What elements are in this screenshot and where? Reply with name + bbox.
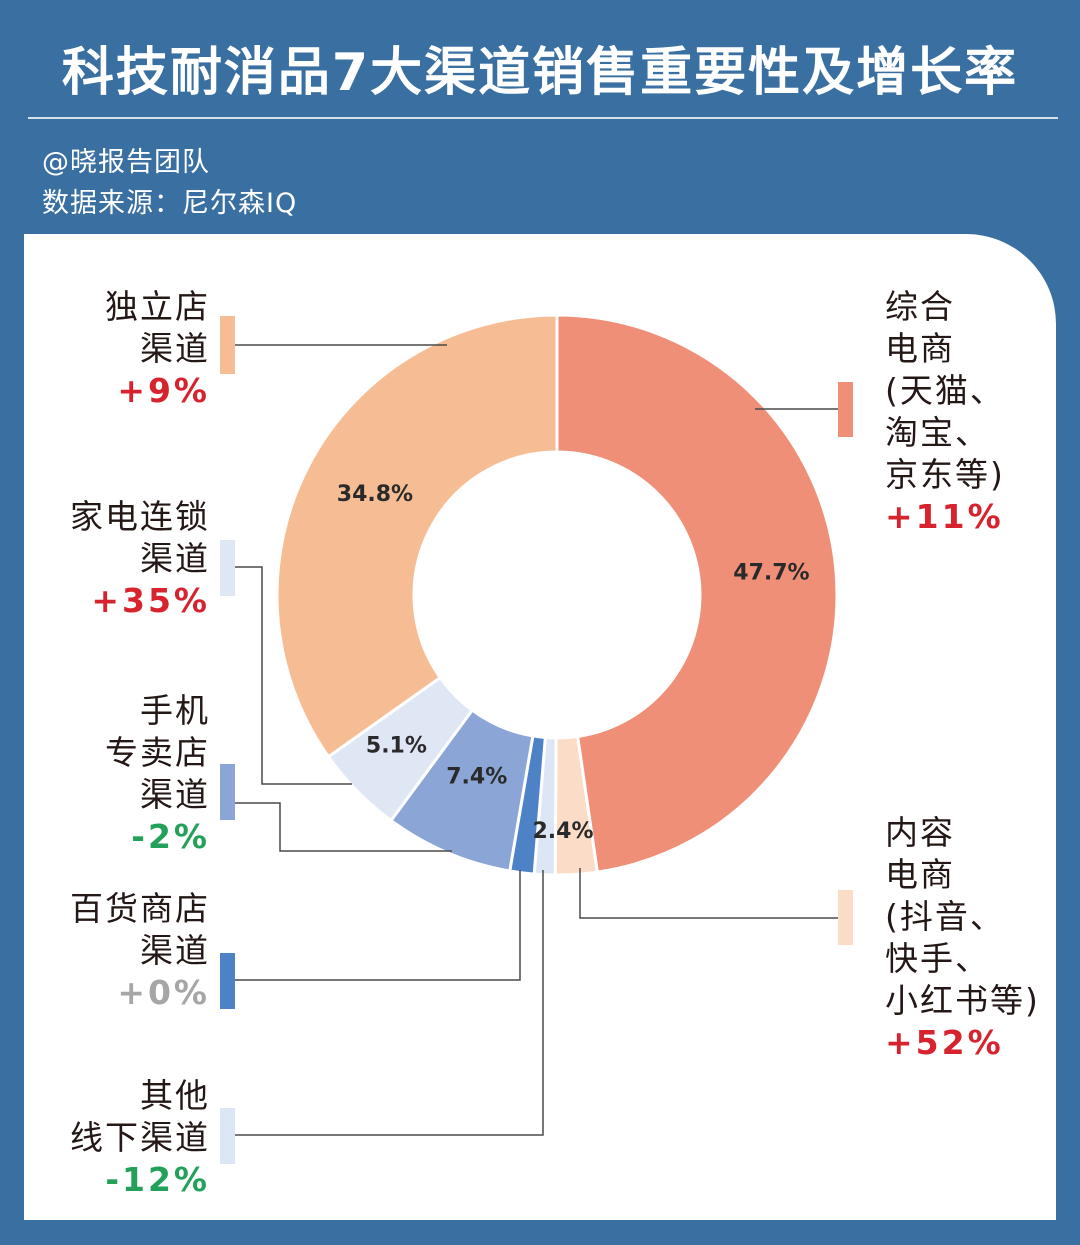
- author-credit: @晓报告团队: [42, 147, 210, 178]
- legend-swatch-4: [220, 764, 235, 820]
- percent-label-5: 5.1%: [366, 734, 427, 759]
- donut-slice-6: [275, 313, 559, 759]
- leader-line-5: [235, 870, 521, 981]
- growth-content-ecommerce: +52%: [885, 1023, 1004, 1062]
- legend-swatch-5: [220, 540, 235, 596]
- legend-swatch-1: [838, 890, 853, 945]
- chart-title: 科技耐消品7大渠道销售重要性及增长率: [61, 43, 1019, 103]
- leader-line-6: [235, 870, 544, 1136]
- legend-swatch-3: [220, 953, 235, 1009]
- label-general-ecommerce: 综合 电商 (天猫、 淘宝、 京东等) +11%: [885, 287, 1005, 536]
- leader-line-3: [235, 566, 352, 785]
- growth-department-store: +0%: [117, 973, 210, 1012]
- label-phone-store: 手机 专卖店 渠道 -2%: [105, 691, 210, 856]
- data-source: 数据来源：尼尔森IQ: [42, 188, 298, 219]
- leader-line-1: [579, 868, 838, 919]
- label-content-ecommerce: 内容 电商 (抖音、 快手、 小红书等) +52%: [885, 813, 1040, 1062]
- growth-appliance-chain: +35%: [91, 581, 210, 620]
- growth-phone-store: -2%: [131, 817, 210, 856]
- growth-other-offline: -12%: [105, 1160, 210, 1199]
- percent-label-6: 34.8%: [337, 482, 413, 507]
- growth-independent-store: +9%: [117, 371, 210, 410]
- label-department-store: 百货商店 渠道 +0%: [70, 889, 210, 1012]
- growth-general-ecommerce: +11%: [885, 497, 1004, 536]
- title-divider: [28, 117, 1058, 119]
- label-independent-store: 独立店 渠道 +9%: [105, 287, 210, 410]
- percent-label-1: 2.4%: [532, 819, 593, 844]
- label-other-offline: 其他 线下渠道 -12%: [70, 1076, 210, 1199]
- legend-swatch-0: [838, 382, 853, 437]
- legend-swatch-6: [220, 316, 235, 374]
- percent-label-4: 7.4%: [446, 765, 507, 790]
- donut-slice-0: [555, 313, 839, 874]
- percent-label-0: 47.7%: [733, 560, 809, 585]
- legend-swatch-2: [220, 1108, 235, 1164]
- label-appliance-chain: 家电连锁 渠道 +35%: [70, 497, 210, 620]
- leader-line-4: [235, 802, 452, 852]
